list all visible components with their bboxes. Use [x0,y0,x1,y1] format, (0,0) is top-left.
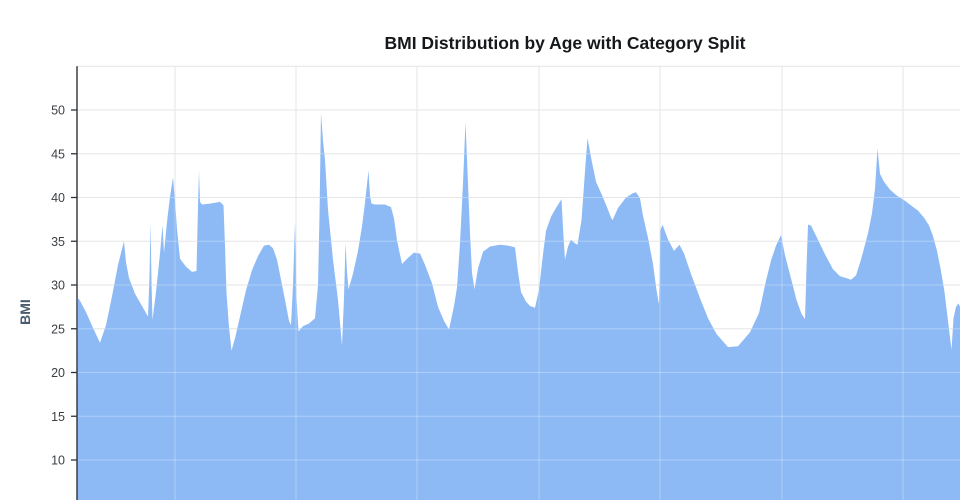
bmi-area-series [77,112,960,500]
y-axis [71,66,78,500]
y-tick-label: 15 [51,410,65,424]
y-axis-title: BMI [17,299,33,325]
y-tick-labels: 50 45 40 35 30 25 20 15 10 [51,104,65,468]
y-tick-label: 20 [51,366,65,380]
y-tick-label: 50 [51,104,65,118]
y-tick-label: 35 [51,235,65,249]
y-tick-label: 40 [51,191,65,205]
y-tick-label: 30 [51,279,65,293]
chart-title: BMI Distribution by Age with Category Sp… [384,33,745,53]
y-tick-label: 25 [51,322,65,336]
plot-area[interactable] [77,66,960,500]
y-tick-label: 10 [51,454,65,468]
y-tick-label: 45 [51,147,65,161]
